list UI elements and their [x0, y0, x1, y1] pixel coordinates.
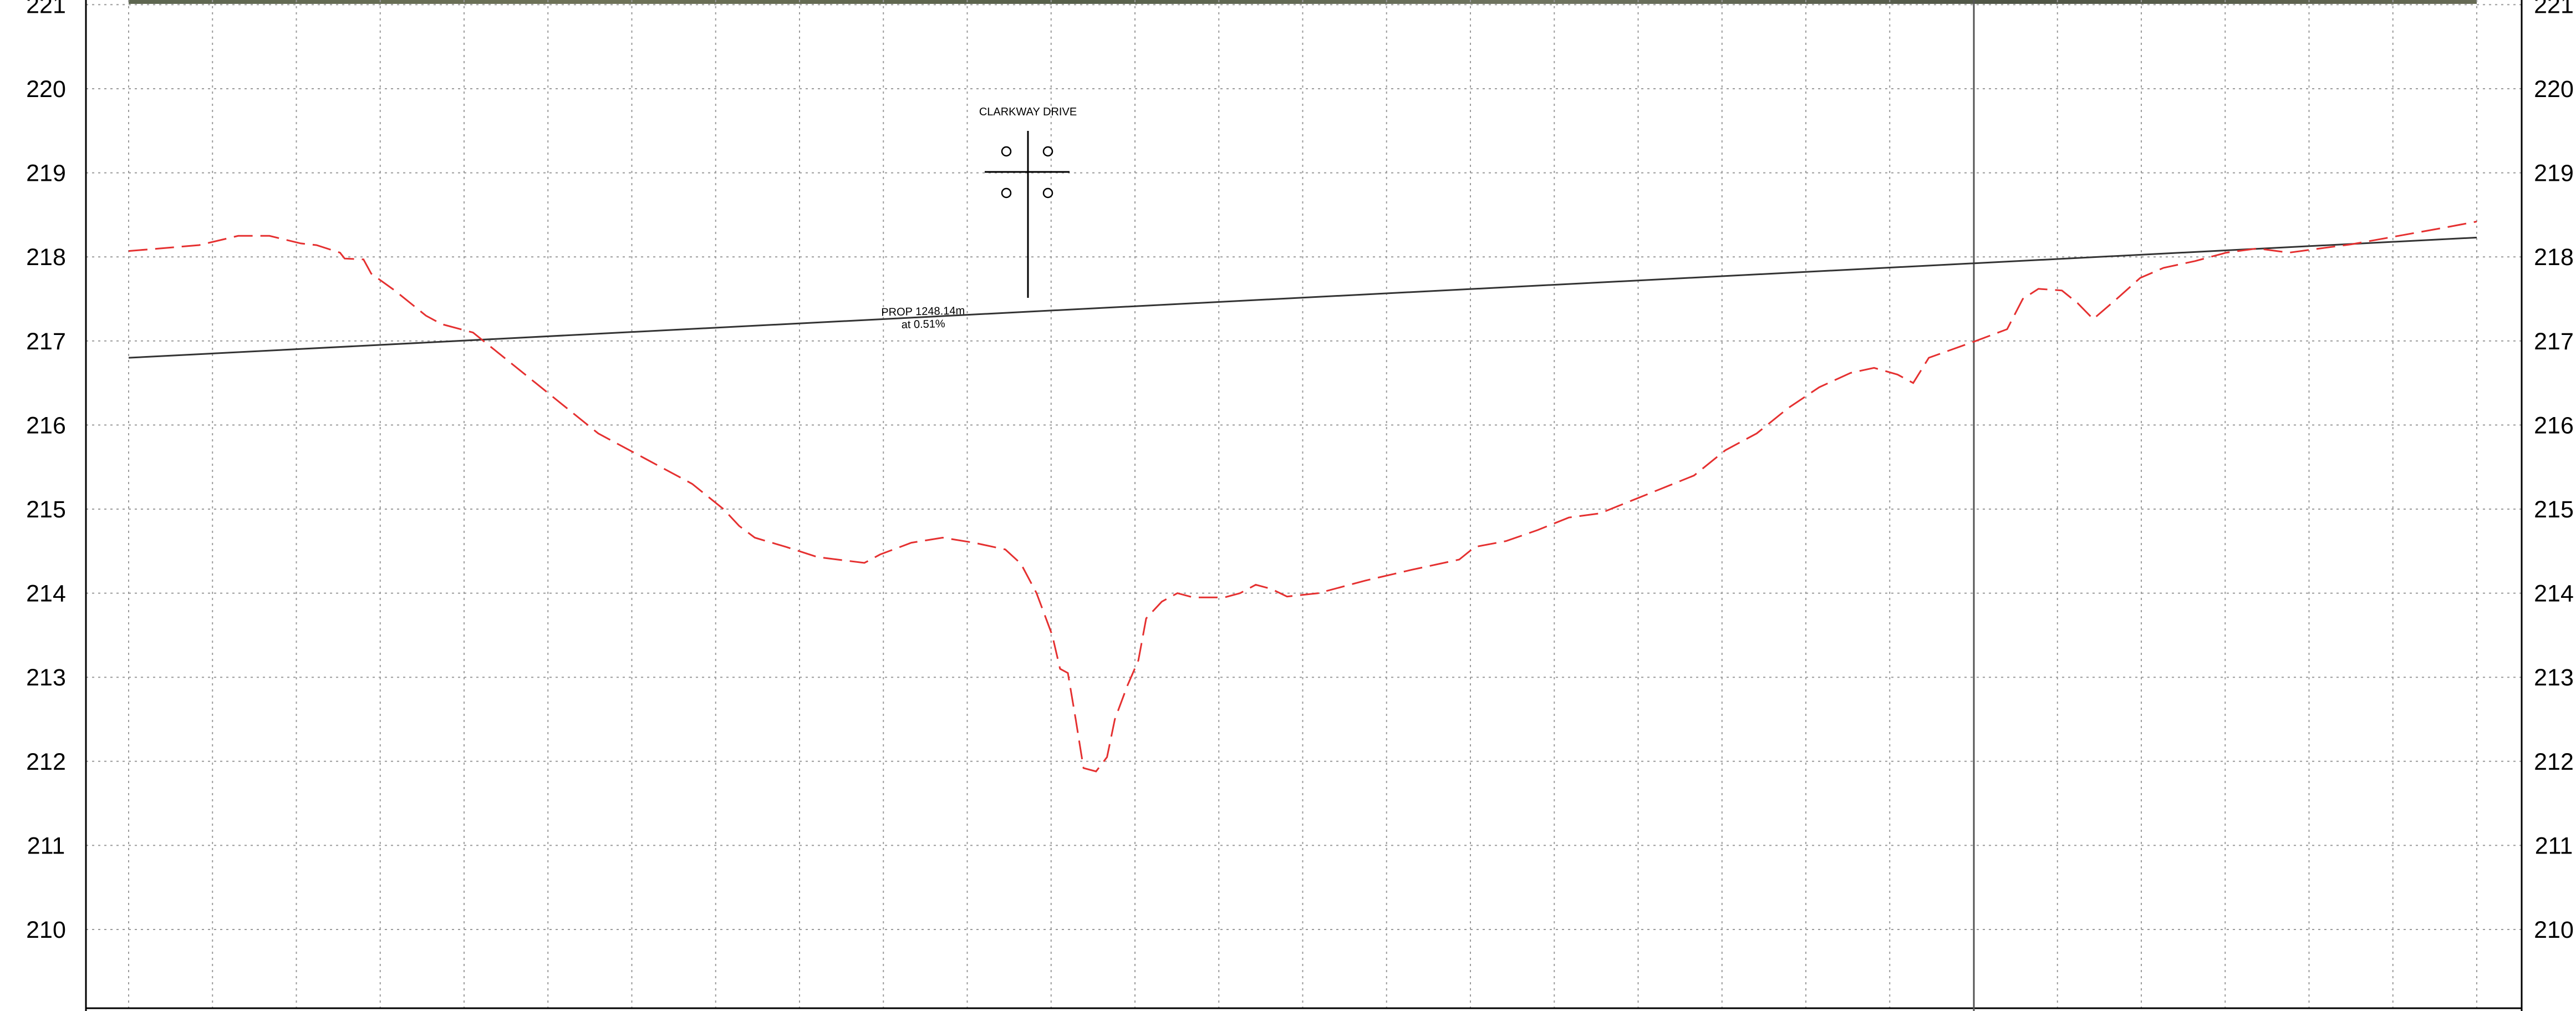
proposed-grade-slope-label: at 0.51%	[902, 318, 946, 331]
left-elevation-label: 221	[26, 0, 66, 18]
road-crossing-symbol-icon	[985, 131, 1070, 298]
right-elevation-label: 216	[2534, 412, 2574, 439]
left-elevation-label: 216	[26, 412, 66, 439]
right-elevation-label: 211	[2535, 832, 2573, 859]
proposed-grade-line	[128, 236, 2477, 359]
right-elevation-label: 215	[2534, 496, 2574, 523]
existing-ground-profile	[128, 221, 2477, 773]
left-elevation-label: 214	[26, 581, 66, 607]
right-elevation-label: 213	[2534, 664, 2574, 691]
left-elevation-labels: 221 220 219 218 217 216 215 214 213 212 211 210	[26, 0, 66, 943]
grid	[86, 0, 2522, 1008]
right-elevation-label: 219	[2534, 160, 2574, 187]
right-elevation-label: 214	[2534, 581, 2574, 607]
crossing-label: CLARKWAY DRIVE	[979, 106, 1077, 118]
right-elevation-label: 210	[2534, 917, 2574, 943]
left-elevation-label: 211	[27, 832, 65, 859]
left-elevation-label: 219	[26, 160, 66, 187]
left-elevation-label: 210	[26, 917, 66, 943]
left-elevation-label: 213	[26, 664, 66, 691]
left-elevation-label: 212	[26, 749, 66, 775]
right-elevation-label: 221	[2534, 0, 2574, 18]
right-elevation-labels: 221 220 219 218 217 216 215 214 213 212 211 210	[2534, 0, 2574, 943]
left-elevation-label: 215	[26, 496, 66, 523]
left-elevation-label: 218	[26, 244, 66, 271]
proposed-grade-label: PROP 1248.14m	[881, 304, 965, 318]
right-elevation-label: 212	[2534, 749, 2574, 775]
left-elevation-label: 220	[26, 76, 66, 103]
left-elevation-label: 217	[26, 328, 66, 355]
right-elevation-label: 218	[2534, 244, 2574, 271]
right-elevation-label: 220	[2534, 76, 2574, 103]
right-elevation-label: 217	[2534, 328, 2574, 355]
